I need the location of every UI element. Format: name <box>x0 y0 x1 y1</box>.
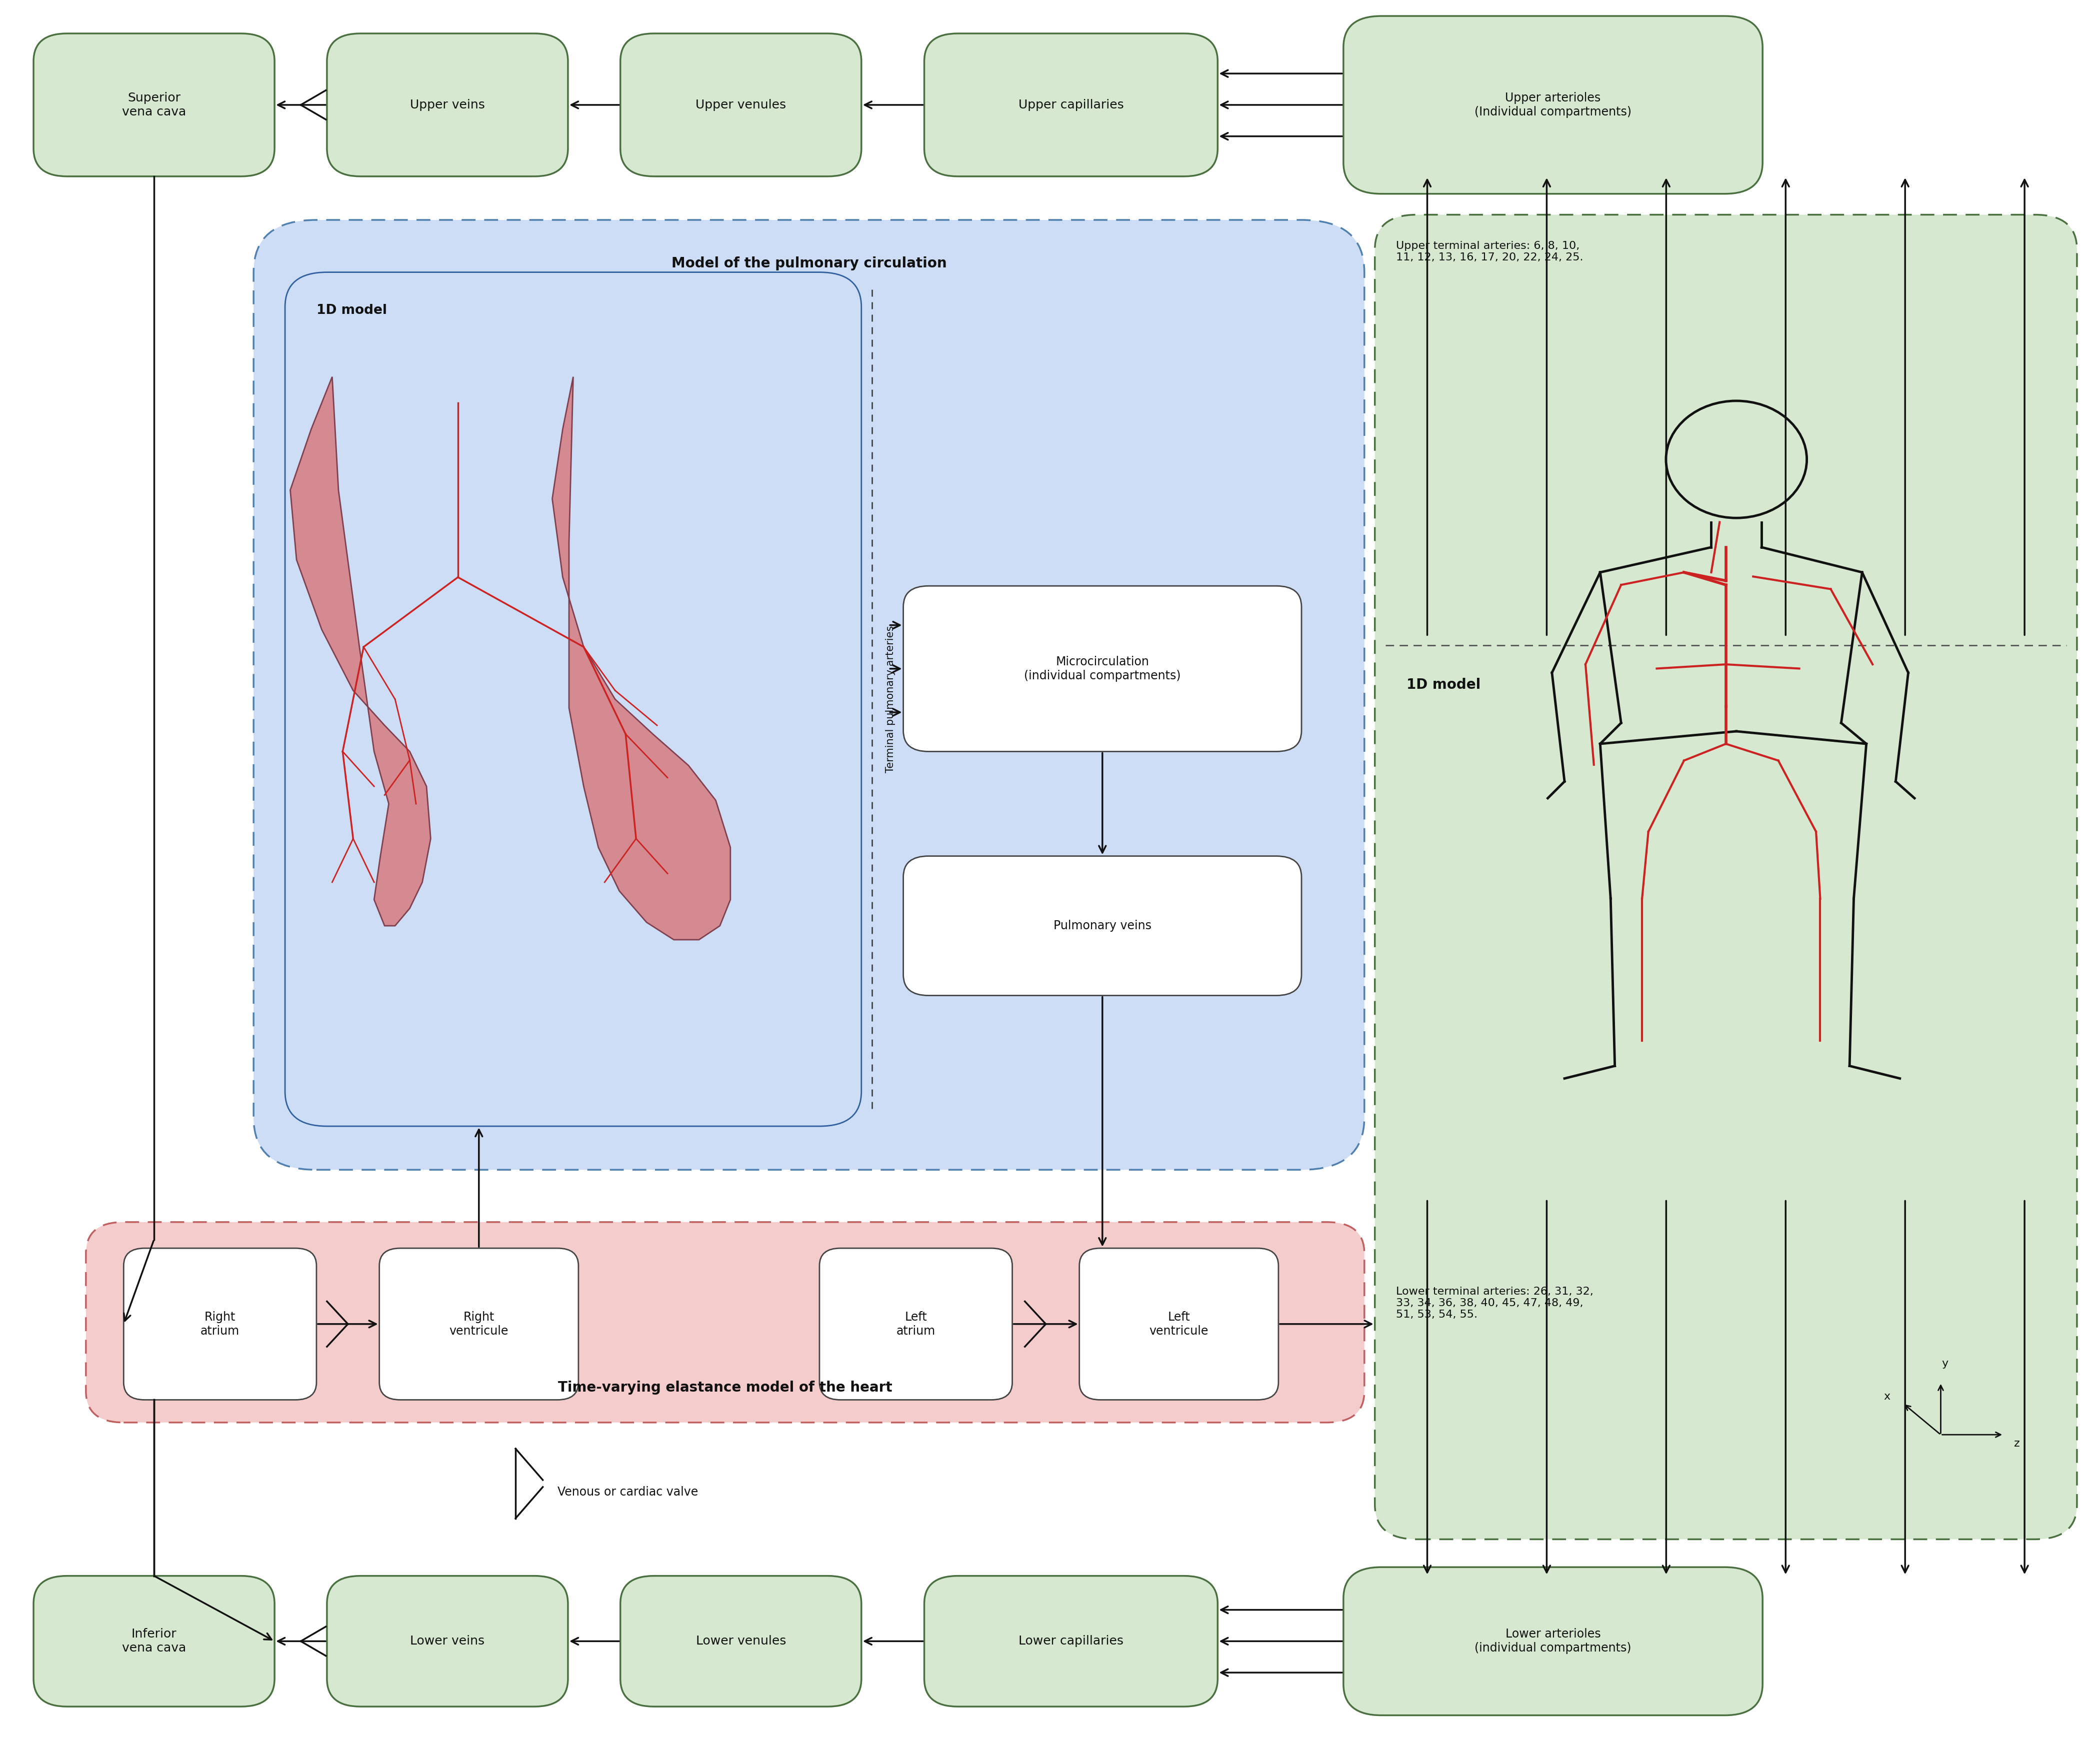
Text: Pulmonary veins: Pulmonary veins <box>1054 919 1151 931</box>
Text: Inferior
vena cava: Inferior vena cava <box>122 1628 187 1654</box>
FancyBboxPatch shape <box>620 33 861 176</box>
Text: 1D model: 1D model <box>1407 678 1480 692</box>
FancyBboxPatch shape <box>819 1247 1012 1399</box>
FancyBboxPatch shape <box>903 585 1302 751</box>
Text: Right
ventricule: Right ventricule <box>449 1310 508 1336</box>
Text: Time-varying elastance model of the heart: Time-varying elastance model of the hear… <box>559 1380 892 1394</box>
Text: Upper arterioles
(Individual compartments): Upper arterioles (Individual compartment… <box>1474 93 1632 117</box>
Text: Left
atrium: Left atrium <box>897 1310 934 1336</box>
Text: Venous or cardiac valve: Venous or cardiac valve <box>556 1487 697 1499</box>
Text: Lower venules: Lower venules <box>695 1635 785 1647</box>
Text: Lower terminal arteries: 26, 31, 32,
33, 34, 36, 38, 40, 45, 47, 48, 49,
51, 53,: Lower terminal arteries: 26, 31, 32, 33,… <box>1396 1286 1594 1319</box>
Text: Upper terminal arteries: 6, 8, 10,
11, 12, 13, 16, 17, 20, 22, 24, 25.: Upper terminal arteries: 6, 8, 10, 11, 1… <box>1396 241 1583 262</box>
FancyBboxPatch shape <box>86 1223 1365 1422</box>
FancyBboxPatch shape <box>380 1247 578 1399</box>
Text: Lower veins: Lower veins <box>410 1635 485 1647</box>
Text: Model of the pulmonary circulation: Model of the pulmonary circulation <box>672 257 947 271</box>
Text: Upper veins: Upper veins <box>410 100 485 110</box>
Text: x: x <box>1884 1391 1890 1401</box>
FancyBboxPatch shape <box>328 1576 567 1707</box>
FancyBboxPatch shape <box>286 273 861 1127</box>
Text: Left
ventricule: Left ventricule <box>1149 1310 1207 1336</box>
Text: Upper venules: Upper venules <box>695 100 785 110</box>
FancyBboxPatch shape <box>924 33 1218 176</box>
FancyBboxPatch shape <box>1344 1567 1762 1716</box>
FancyBboxPatch shape <box>328 33 567 176</box>
FancyBboxPatch shape <box>254 220 1365 1170</box>
FancyBboxPatch shape <box>34 1576 275 1707</box>
Text: Microcirculation
(individual compartments): Microcirculation (individual compartment… <box>1025 655 1180 681</box>
FancyBboxPatch shape <box>1376 215 2077 1539</box>
FancyBboxPatch shape <box>1344 16 1762 194</box>
Text: 1D model: 1D model <box>317 304 386 316</box>
FancyBboxPatch shape <box>924 1576 1218 1707</box>
Polygon shape <box>290 377 430 926</box>
FancyBboxPatch shape <box>903 856 1302 996</box>
FancyBboxPatch shape <box>620 1576 861 1707</box>
Text: Terminal pulmonary arteries: Terminal pulmonary arteries <box>886 625 897 772</box>
Text: Lower arterioles
(individual compartments): Lower arterioles (individual compartment… <box>1474 1628 1632 1654</box>
FancyBboxPatch shape <box>124 1247 317 1399</box>
FancyBboxPatch shape <box>1079 1247 1279 1399</box>
Text: Lower capillaries: Lower capillaries <box>1018 1635 1124 1647</box>
Text: y: y <box>1942 1359 1949 1368</box>
Polygon shape <box>552 377 731 940</box>
Text: z: z <box>2014 1438 2020 1448</box>
Text: Right
atrium: Right atrium <box>200 1310 239 1336</box>
Text: Superior
vena cava: Superior vena cava <box>122 93 187 117</box>
FancyBboxPatch shape <box>34 33 275 176</box>
Text: Upper capillaries: Upper capillaries <box>1018 100 1124 110</box>
